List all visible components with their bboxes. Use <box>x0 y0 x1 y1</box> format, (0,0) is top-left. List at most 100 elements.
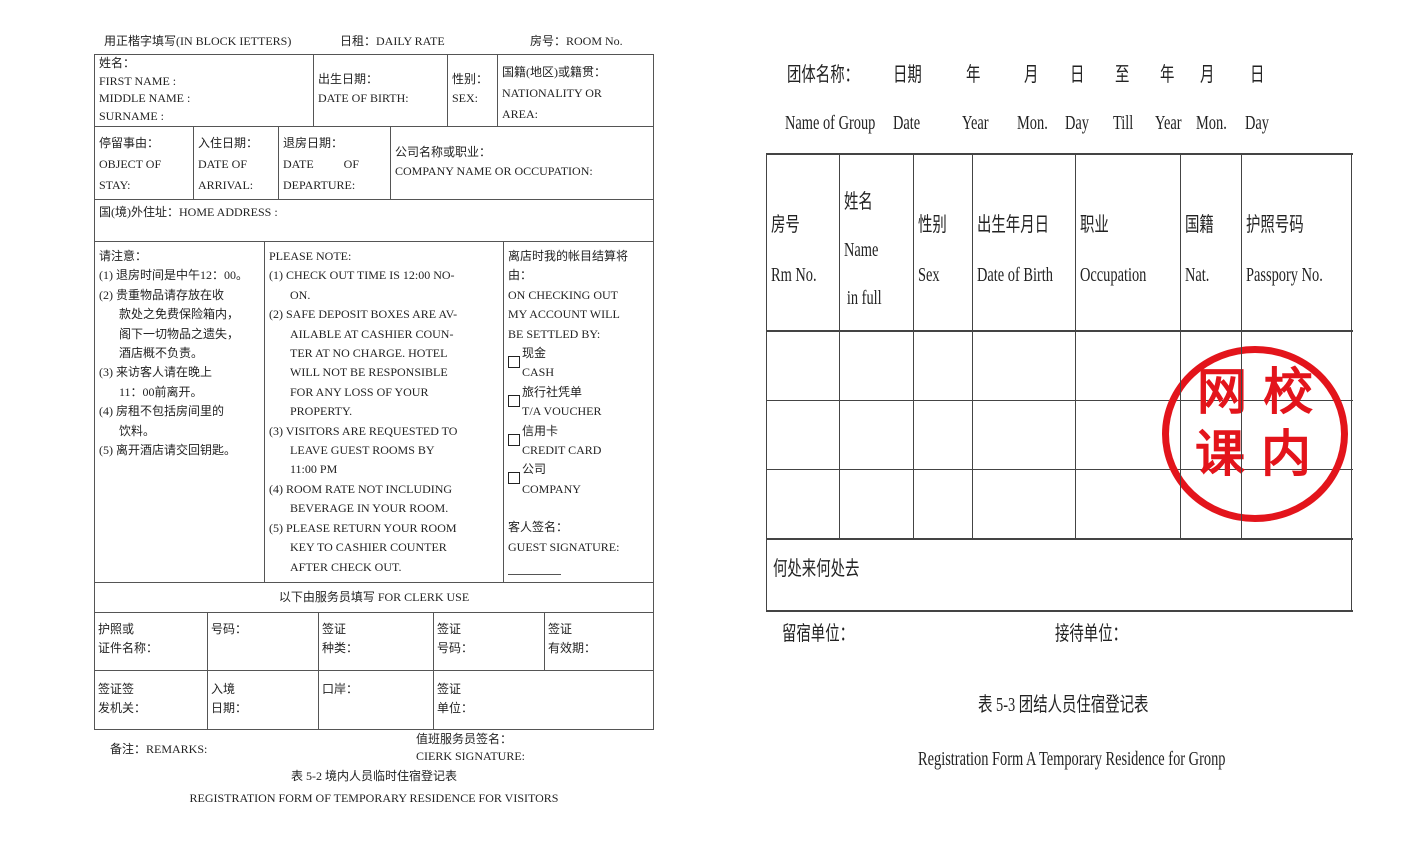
nationality-field[interactable]: 国籍(地区)或籍贯： NATIONALITY OR AREA: <box>502 62 606 125</box>
note-line: (2) 贵重物品请存放在收 <box>99 287 224 302</box>
daily-rate-label: 日租：DAILY RATE <box>340 34 445 48</box>
divider <box>94 670 654 671</box>
label: 种类： <box>322 641 359 656</box>
label: DATE OF BIRTH: <box>318 91 409 106</box>
stamp-char: 内 <box>1261 425 1311 483</box>
label: DEPARTURE: <box>283 178 356 192</box>
label: 签证签 <box>98 682 135 696</box>
divider <box>497 54 498 126</box>
label: 号码： <box>437 641 474 656</box>
label: 出生年月日 <box>977 214 1049 236</box>
note-line: PLEASE NOTE: <box>269 249 352 263</box>
arrival-date-field[interactable]: 入住日期： DATE OF ARRIVAL: <box>198 133 258 196</box>
divider <box>94 582 654 583</box>
divider <box>207 612 208 730</box>
group-header-en: Mon. <box>1017 112 1048 134</box>
clerk-field[interactable]: 签证 号码： <box>437 620 473 659</box>
checkbox[interactable] <box>508 394 520 407</box>
payment-option-3[interactable]: 公司 COMPANY <box>508 460 628 499</box>
column-header: 护照号码 Passpory No. <box>1246 200 1323 300</box>
note-line: LEAVE GUEST ROOMS BY <box>290 443 435 458</box>
note-line: (5) 离开酒店请交回钥匙。 <box>99 443 236 458</box>
column-header: 性别 Sex <box>918 200 947 300</box>
note-line: 11：00前离开。 <box>119 384 203 399</box>
label: 国籍(地区)或籍贯： <box>502 65 606 79</box>
payment-option-0[interactable]: 现金 CASH <box>508 344 628 383</box>
note-line: (5) PLEASE RETURN YOUR ROOM <box>269 520 457 535</box>
note-line: (4) ROOM RATE NOT INCLUDING <box>269 481 453 496</box>
divider <box>1180 153 1181 538</box>
form1-border <box>94 54 654 730</box>
column-header: 职业 Occupation <box>1080 200 1146 300</box>
form2-caption-cn: 表 5-3 团结人员住宿登记表 <box>978 694 1149 716</box>
label: DATE OF <box>198 157 248 171</box>
payment-option-1[interactable]: 旅行社凭单 T/A VOUCHER <box>508 383 628 422</box>
clerk-field[interactable]: 口岸： <box>322 680 358 699</box>
divider <box>278 126 279 199</box>
label: 房号 <box>771 214 800 236</box>
checkbox[interactable] <box>508 472 520 485</box>
departure-date-field[interactable]: 退房日期： DATE OF DEPARTURE: <box>283 133 359 196</box>
label: 性别： <box>452 72 489 86</box>
group-header-en: Till <box>1113 112 1134 134</box>
label: CASH <box>522 365 555 380</box>
label: SEX: <box>452 91 479 106</box>
notes-chinese: 请注意： (1) 退房时间是中午12：00。 (2) 贵重物品请存放在收款处之免费保… <box>99 247 248 460</box>
label: DATE OF <box>283 157 360 171</box>
group-header-cn: 月 <box>1024 64 1039 86</box>
clerk-field[interactable]: 签证 有效期： <box>548 620 596 659</box>
divider <box>766 330 1353 332</box>
clerk-field[interactable]: 护照或 证件名称： <box>98 620 158 659</box>
label: 签证 <box>322 622 347 636</box>
reception-unit-label: 接待单位： <box>1055 623 1127 645</box>
checkbox[interactable] <box>508 433 520 446</box>
note-line: (1) CHECK OUT TIME IS 12:00 NO- <box>269 268 455 283</box>
group-header-cn: 年 <box>1160 64 1175 86</box>
payment-option-2[interactable]: 信用卡 CREDIT CARD <box>508 422 628 461</box>
note-line: (1) 退房时间是中午12：00。 <box>99 268 248 283</box>
divider <box>1351 153 1352 611</box>
note-line: PROPERTY. <box>290 404 353 419</box>
stamp-char: 课 <box>1195 425 1245 483</box>
object-of-stay-field[interactable]: 停留事由： OBJECT OF STAY: <box>99 133 161 196</box>
guest-signature-line[interactable] <box>508 574 561 575</box>
divider <box>503 241 504 582</box>
note-line: 款处之免费保险箱内， <box>119 307 240 322</box>
clerk-field[interactable]: 入境 日期： <box>211 680 247 719</box>
group-header-en: Mon. <box>1196 112 1227 134</box>
clerk-field[interactable]: 签证签 发机关： <box>98 680 146 719</box>
divider <box>94 199 654 200</box>
clerk-field[interactable]: 签证种类： <box>322 620 358 659</box>
note-line: ON. <box>290 287 311 302</box>
checkbox[interactable] <box>508 356 520 369</box>
label: COMPANY NAME OR OCCUPATION: <box>395 164 593 179</box>
sex-field[interactable]: 性别： SEX: <box>452 70 488 109</box>
label: 签证 <box>548 622 573 636</box>
clerk-use-heading: 以下由服务员填写 FOR CLERK USE <box>278 590 470 604</box>
note-line: WILL NOT BE RESPONSIBLE <box>290 365 448 380</box>
divider <box>913 153 914 538</box>
label: Rm No. <box>771 264 817 286</box>
divider <box>766 153 1353 155</box>
label: ARRIVAL: <box>198 178 254 192</box>
note-line: KEY TO CASHIER COUNTER <box>290 540 447 555</box>
dob-field[interactable]: 出生日期： DATE OF BIRTH: <box>318 70 409 109</box>
label: T/A VOUCHER <box>522 404 602 419</box>
company-field[interactable]: 公司名称或职业： COMPANY NAME OR OCCUPATION: <box>395 143 593 182</box>
divider <box>766 400 1353 401</box>
note-line: 请注意： <box>99 249 148 263</box>
divider <box>1241 153 1242 538</box>
home-address-field[interactable]: 国(境)外住址：HOME ADDRESS : <box>99 205 278 219</box>
stamp-char: 校 <box>1263 363 1313 421</box>
divider <box>94 612 654 613</box>
label: FIRST NAME : <box>99 73 177 88</box>
divider <box>839 153 840 538</box>
clerk-field[interactable]: 签证 单位： <box>437 680 473 719</box>
label: STAY: <box>99 178 131 192</box>
clerk-field[interactable]: 号码： <box>211 620 247 639</box>
notes-english: PLEASE NOTE: (1) CHECK OUT TIME IS 12:00 … <box>269 247 457 577</box>
label: 客人签名： <box>508 520 569 535</box>
label: 入境 <box>211 682 236 696</box>
name-field[interactable]: 姓名： FIRST NAME : MIDDLE NAME : SURNAME : <box>99 55 190 125</box>
lodging-unit-label: 留宿单位： <box>782 623 854 645</box>
